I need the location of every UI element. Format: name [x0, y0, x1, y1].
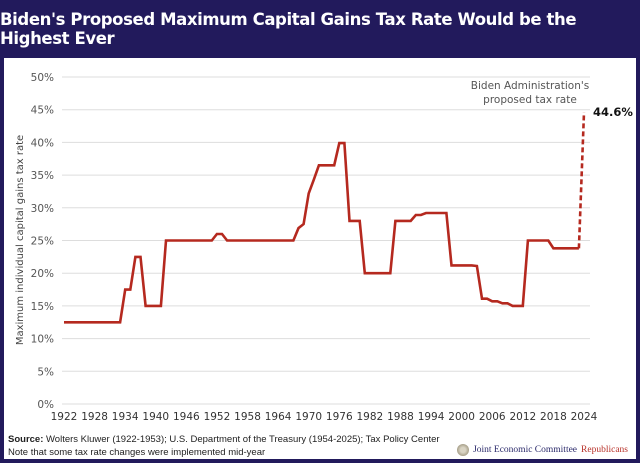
gridlines: [62, 76, 590, 405]
chart-title: Biden's Proposed Maximum Capital Gains T…: [0, 10, 577, 48]
x-tick-labels: 1922 1928 1934 1940 1946 1952 1958 1964 1970 1976…: [51, 411, 598, 423]
x-tick-label: 1922: [51, 411, 78, 423]
x-tick-label: 1964: [265, 411, 292, 423]
x-tick-label: 1982: [357, 411, 384, 423]
y-tick-label: 0%: [37, 399, 54, 411]
x-tick-label: 1994: [418, 411, 445, 423]
x-tick-label: 1940: [142, 411, 169, 423]
historical-rate-line: [64, 141, 579, 324]
logo-party-name: Republicans: [581, 445, 628, 455]
series-group: [64, 112, 586, 324]
x-tick-label: 1928: [81, 411, 108, 423]
y-tick-label: 15%: [31, 301, 54, 313]
logo-committee-name: Joint Economic Committee: [473, 445, 578, 455]
x-tick-label: 1988: [387, 411, 414, 423]
chart-panel: [4, 58, 636, 459]
source-label: Source:: [8, 434, 44, 445]
x-tick-label: 1934: [112, 411, 139, 423]
y-tick-label: 20%: [31, 268, 54, 280]
x-tick-label: 1970: [295, 411, 322, 423]
congressional-seal-icon: [457, 444, 470, 456]
x-tick-label: 1958: [234, 411, 261, 423]
footer-source: Source: Wolters Kluwer (1922-1953); U.S.…: [8, 433, 440, 459]
annotation-line-1: Biden Administration's: [471, 80, 589, 92]
proposed-rate-dashed-line: [577, 112, 586, 249]
source-line: Source: Wolters Kluwer (1922-1953); U.S.…: [8, 433, 440, 446]
x-tick-label: 1976: [326, 411, 353, 423]
y-tick-label: 25%: [31, 236, 54, 248]
y-tick-label: 10%: [31, 334, 54, 346]
x-tick-label: 2018: [540, 411, 567, 423]
annotation-line-2: proposed tax rate: [483, 94, 577, 106]
y-tick-label: 35%: [31, 170, 54, 182]
x-tick-label: 1946: [173, 411, 200, 423]
x-tick-label: 2024: [571, 411, 598, 423]
y-tick-label: 50%: [31, 72, 54, 84]
y-tick-label: 30%: [31, 203, 54, 215]
y-tick-label: 40%: [31, 137, 54, 149]
x-tick-label: 2000: [448, 411, 475, 423]
x-tick-label: 2006: [479, 411, 506, 423]
source-text: Wolters Kluwer (1922-1953); U.S. Departm…: [43, 434, 440, 445]
x-tick-label: 2012: [509, 411, 536, 423]
x-tick-label: 1952: [204, 411, 231, 423]
jec-logo: Joint Economic Committee Republicans: [457, 444, 628, 456]
y-axis-label: Maximum individual capital gains tax rat…: [15, 135, 26, 345]
y-tick-labels: 0% 5% 10% 15% 20% 25% 30% 35% 40% 45% 50%: [31, 72, 54, 411]
y-tick-label: 45%: [31, 105, 54, 117]
y-tick-label: 5%: [37, 366, 54, 378]
footer-note: Note that some tax rate changes were imp…: [8, 447, 266, 458]
proposed-rate-value-label: 44.6%: [593, 105, 633, 119]
